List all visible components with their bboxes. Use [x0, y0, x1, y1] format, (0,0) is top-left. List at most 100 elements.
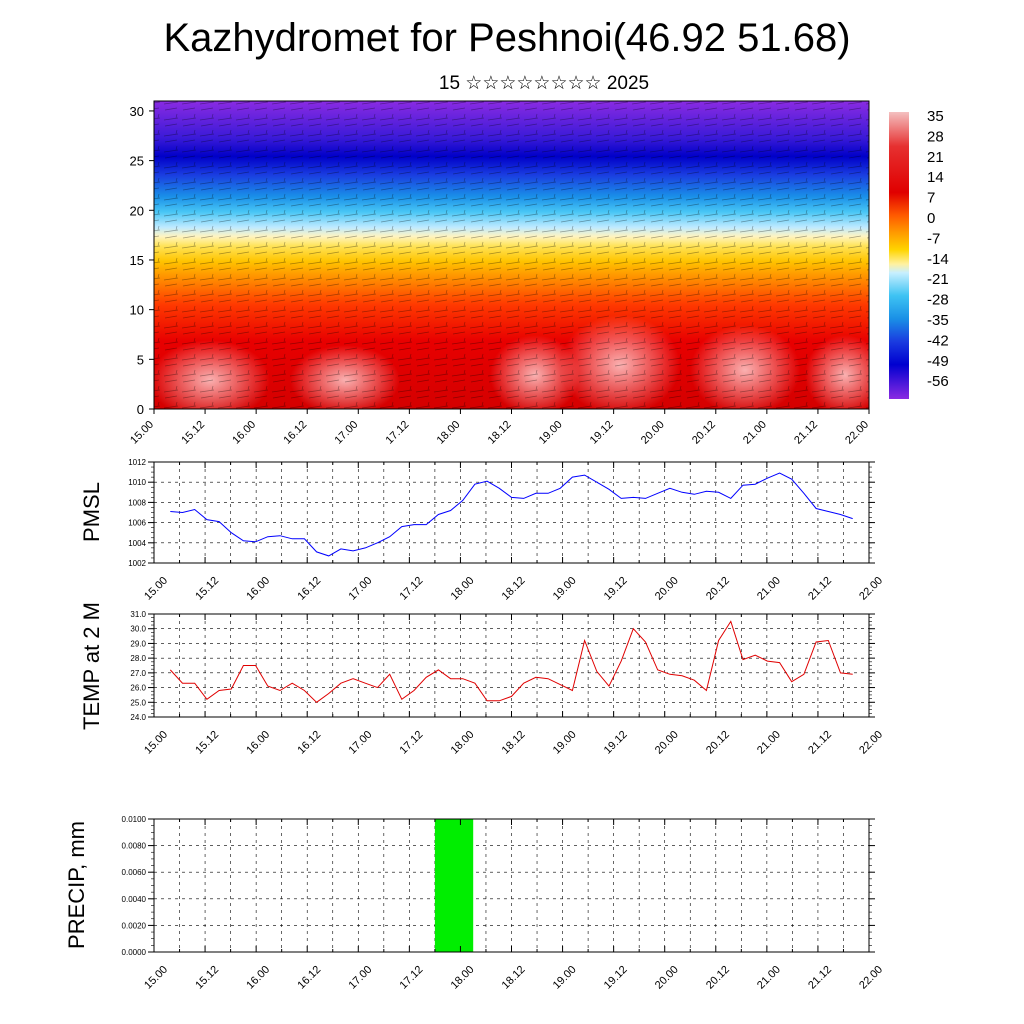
colorbar-label: 21 — [927, 149, 944, 166]
colorbar-label: -42 — [927, 332, 949, 349]
y-tick-label: 30.0 — [130, 625, 146, 634]
colorbar-labels: 35 28 21 14 7 0 -7 -14 -21 -28 -35 -42 -49 -56 — [927, 108, 949, 390]
precip-ylabel: PRECIP, mm — [64, 821, 89, 949]
colorbar-label: -14 — [927, 251, 949, 268]
y-tick-label: 1008 — [128, 498, 146, 507]
x-tick-label: 17.00 — [346, 729, 374, 757]
x-tick-label: 15.12 — [193, 575, 221, 603]
x-tick-label: 21.00 — [755, 575, 783, 603]
y-tick-label: 5 — [137, 352, 144, 367]
x-tick-label: 19.00 — [551, 964, 579, 992]
x-tick-label: 19.12 — [602, 575, 630, 603]
chart-title: Kazhydromet for Peshnoi(46.92 51.68) — [163, 16, 851, 60]
x-tick-label: 17.12 — [398, 729, 426, 757]
y-tick-label: 10 — [130, 303, 144, 318]
colorbar-label: 14 — [927, 169, 944, 186]
pmsl-x-axis: 15.00 15.12 16.00 16.12 17.00 17.12 18.00 18.12… — [142, 462, 885, 603]
x-tick-label: 15.12 — [193, 964, 221, 992]
chart-subtitle: 15 ☆☆☆☆☆☆☆☆ 2025 — [438, 73, 650, 94]
x-tick-label: 21.12 — [806, 575, 834, 603]
y-tick-label: 24.0 — [130, 713, 146, 722]
y-tick-label: 20 — [130, 203, 144, 218]
colorbar-label: -35 — [927, 312, 949, 329]
x-tick-label: 15.12 — [193, 729, 221, 757]
x-tick-label: 20.12 — [704, 575, 732, 603]
x-tick-label: 18.00 — [435, 419, 463, 447]
x-tick-label: 21.12 — [806, 729, 834, 757]
x-tick-label: 21.00 — [755, 964, 783, 992]
temp-panel: 24.025.026.027.028.029.030.031.0 15.00 15… — [79, 602, 885, 757]
colorbar: 35 28 21 14 7 0 -7 -14 -21 -28 -35 -42 -49 -56 — [889, 108, 949, 399]
x-tick-label: 21.00 — [755, 729, 783, 757]
x-tick-label: 16.12 — [281, 419, 309, 447]
x-tick-label: 22.00 — [857, 729, 885, 757]
x-tick-label: 19.12 — [602, 729, 630, 757]
colorbar-label: -7 — [927, 230, 940, 247]
x-tick-label: 18.00 — [449, 729, 477, 757]
temp-series-line — [169, 620, 853, 703]
temp-x-axis: 15.00 15.12 16.00 16.12 17.00 17.12 18.00 18.12… — [142, 614, 885, 757]
x-tick-label: 20.00 — [653, 575, 681, 603]
x-tick-label: 17.12 — [398, 575, 426, 603]
x-tick-label: 15.00 — [128, 419, 156, 447]
x-tick-label: 15.00 — [142, 964, 170, 992]
x-tick-label: 16.12 — [295, 575, 323, 603]
precip-bar — [434, 819, 474, 952]
x-tick-label: 19.00 — [537, 419, 565, 447]
y-tick-label: 25 — [130, 154, 144, 169]
x-tick-label: 15.00 — [142, 729, 170, 757]
pmsl-series-line — [170, 472, 853, 557]
x-tick-label: 17.00 — [332, 419, 360, 447]
x-tick-label: 20.00 — [653, 964, 681, 992]
x-tick-label: 19.12 — [588, 419, 616, 447]
x-tick-label: 20.12 — [704, 729, 732, 757]
colorbar-label: 0 — [927, 210, 935, 227]
pmsl-ylabel: PMSL — [79, 482, 104, 542]
y-tick-label: 30 — [130, 104, 144, 119]
x-tick-label: 20.00 — [639, 419, 667, 447]
colorbar-label: -49 — [927, 353, 949, 370]
x-tick-label: 20.00 — [653, 729, 681, 757]
pmsl-panel: 1002 1004 1006 1008 1010 1012 15.00 15.12 16.00… — [79, 458, 885, 603]
x-tick-label: 17.12 — [384, 419, 412, 447]
heatmap-x-axis: 15.00 15.12 16.00 16.12 17.00 17.12 18.00 18.12… — [128, 409, 871, 447]
x-tick-label: 16.12 — [295, 964, 323, 992]
y-tick-label: 1006 — [128, 519, 146, 528]
x-tick-label: 20.12 — [704, 964, 732, 992]
precip-panel: 0.0000 0.0020 0.0040 0.0060 0.0080 0.0100 15.… — [64, 815, 885, 992]
x-tick-label: 21.12 — [806, 964, 834, 992]
y-tick-label: 1004 — [128, 539, 146, 548]
colorbar-label: 7 — [927, 190, 935, 207]
temp-y-axis: 24.0 25.0 26.0 27.0 28.0 29.0 30.0 31.0 — [130, 610, 875, 722]
x-tick-label: 20.12 — [690, 419, 718, 447]
colorbar-label: 28 — [927, 128, 944, 145]
colorbar-label: -56 — [927, 373, 949, 390]
x-tick-label: 18.12 — [500, 964, 528, 992]
x-tick-label: 17.00 — [346, 964, 374, 992]
y-tick-label: 0.0080 — [122, 842, 147, 851]
heatmap-panel: 0 5 10 15 20 25 30 15.00 15.12 16.00 16.12 17.00 17… — [128, 100, 871, 447]
x-tick-label: 18.00 — [449, 964, 477, 992]
x-tick-label: 15.00 — [142, 575, 170, 603]
x-tick-label: 17.00 — [346, 575, 374, 603]
precip-x-axis: 15.00 15.12 16.00 16.12 17.00 17.12 18.00 18.12… — [142, 819, 885, 992]
x-tick-label: 22.00 — [857, 964, 885, 992]
x-tick-label: 16.12 — [295, 729, 323, 757]
y-tick-label: 28.0 — [130, 654, 146, 663]
x-tick-label: 22.00 — [843, 419, 871, 447]
y-tick-label: 0.0100 — [122, 815, 147, 824]
x-tick-label: 17.12 — [398, 964, 426, 992]
heatmap-y-axis: 0 5 10 15 20 25 30 — [130, 104, 154, 417]
wind-barbs — [154, 101, 869, 409]
x-tick-label: 18.12 — [500, 575, 528, 603]
colorbar-label: 35 — [927, 108, 944, 125]
pmsl-y-axis: 1002 1004 1006 1008 1010 1012 — [128, 458, 875, 568]
x-tick-label: 18.00 — [449, 575, 477, 603]
x-tick-label: 16.00 — [244, 729, 272, 757]
x-tick-label: 21.00 — [741, 419, 769, 447]
y-tick-label: 0.0020 — [122, 921, 147, 930]
y-tick-label: 25.0 — [130, 698, 146, 707]
x-tick-label: 21.12 — [792, 419, 820, 447]
y-tick-label: 15 — [130, 253, 144, 268]
